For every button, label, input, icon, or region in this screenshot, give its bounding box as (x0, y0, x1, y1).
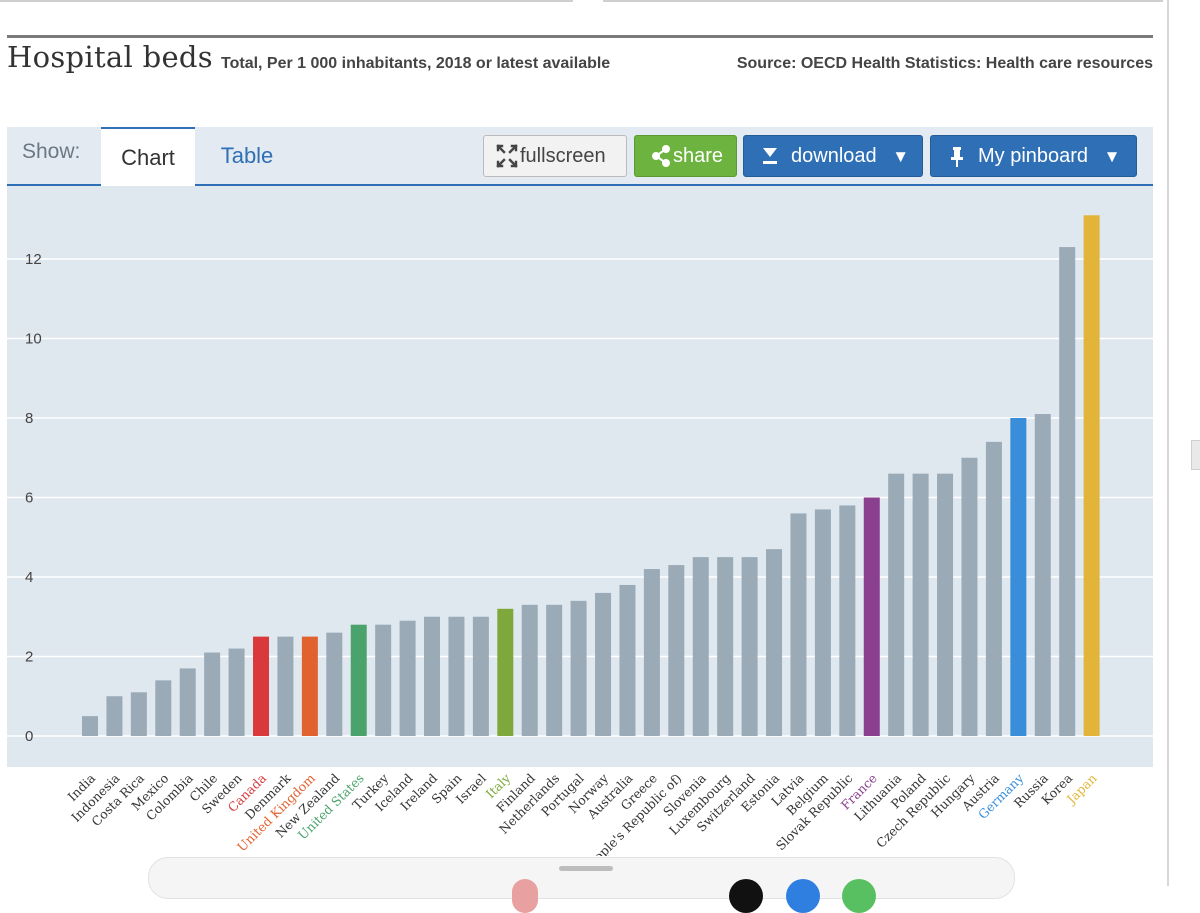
bar-austria (985, 441, 1002, 736)
bar-united-states (350, 624, 367, 736)
bar-slovak-republic (839, 505, 856, 736)
bar-india (82, 716, 98, 736)
bar-italy (497, 608, 514, 736)
bar-australia (619, 584, 636, 736)
bar-denmark (277, 636, 294, 736)
top-divider-lines (0, 0, 1200, 10)
pinboard-button[interactable]: My pinboard ▼ (930, 135, 1137, 177)
bar-united-kingdom (301, 636, 318, 736)
share-icon (651, 136, 671, 190)
source-note: Source: OECD Health Statistics: Health c… (736, 55, 1153, 72)
scroll-handle[interactable] (1191, 440, 1200, 470)
fullscreen-label: fullscreen (520, 145, 606, 167)
bar-portugal (570, 600, 587, 736)
bar-luxembourg (717, 557, 734, 736)
bar-france (863, 497, 880, 736)
bar-china-people-s-republic-of- (668, 565, 685, 736)
top-divider-left (0, 0, 573, 2)
bar-spain (448, 616, 465, 736)
bar-mexico (155, 680, 172, 736)
bar-iceland (399, 620, 416, 736)
y-tick-label: 0 (25, 728, 33, 745)
bar-slovenia (692, 557, 709, 736)
y-tick-label: 12 (25, 251, 42, 268)
y-tick-label: 2 (25, 649, 33, 666)
page-title: Hospital beds (7, 40, 213, 74)
bar-korea (1059, 247, 1076, 736)
y-tick-label: 4 (25, 569, 33, 586)
download-label: download (791, 145, 877, 167)
bar-chile (204, 652, 221, 736)
bar-colombia (179, 668, 196, 736)
bar-indonesia (106, 696, 123, 736)
share-button[interactable]: share (634, 135, 737, 177)
bar-latvia (790, 513, 807, 736)
bar-switzerland (741, 557, 758, 736)
bar-germany (1010, 418, 1027, 736)
pinboard-label: My pinboard (978, 145, 1089, 167)
window-edge (1167, 0, 1169, 886)
chevron-down-icon: ▼ (892, 147, 910, 166)
bar-czech-republic (937, 473, 954, 736)
bar-poland (912, 473, 929, 736)
bar-finland (521, 604, 538, 736)
chevron-down-icon: ▼ (1103, 147, 1121, 166)
download-button[interactable]: download ▼ (743, 135, 923, 177)
expand-icon (495, 136, 519, 190)
bar-japan (1083, 215, 1100, 736)
bar-norway (595, 592, 612, 736)
bar-israel (472, 616, 489, 736)
pin-icon (948, 136, 966, 190)
y-tick-label: 10 (25, 331, 42, 348)
bar-costa-rica (130, 692, 147, 736)
bar-hungary (961, 457, 978, 736)
y-tick-label: 8 (25, 410, 33, 427)
header-rule (7, 35, 1153, 38)
page-subtitle: Total, Per 1 000 inhabitants, 2018 or la… (221, 55, 611, 72)
app-icon[interactable] (729, 879, 763, 913)
bar-canada (253, 636, 270, 736)
sheet-handle[interactable] (559, 866, 613, 871)
download-icon (761, 136, 779, 190)
bar-ireland (424, 616, 441, 736)
bar-netherlands (546, 604, 563, 736)
tab-table[interactable]: Table (220, 143, 274, 168)
bar-turkey (375, 624, 392, 736)
bar-estonia (766, 549, 783, 736)
chart-toolbar: Show: Chart Table fullscreen (7, 127, 1153, 186)
bar-belgium (814, 509, 831, 736)
bar-lithuania (888, 473, 905, 736)
bar-sweden (228, 648, 245, 736)
bar-russia (1034, 414, 1051, 736)
tab-chart[interactable]: Chart (101, 127, 195, 186)
fullscreen-button[interactable]: fullscreen (483, 135, 627, 177)
share-label: share (673, 145, 724, 167)
show-label: Show: (22, 140, 81, 163)
bar-greece (643, 569, 660, 736)
bottom-sheet (148, 857, 1015, 899)
app-icon[interactable] (786, 879, 820, 913)
bar-new-zealand (326, 632, 343, 736)
y-tick-label: 6 (25, 490, 33, 507)
app-icon[interactable] (842, 879, 876, 913)
top-divider-right (603, 0, 1163, 2)
app-icon[interactable] (512, 879, 538, 913)
